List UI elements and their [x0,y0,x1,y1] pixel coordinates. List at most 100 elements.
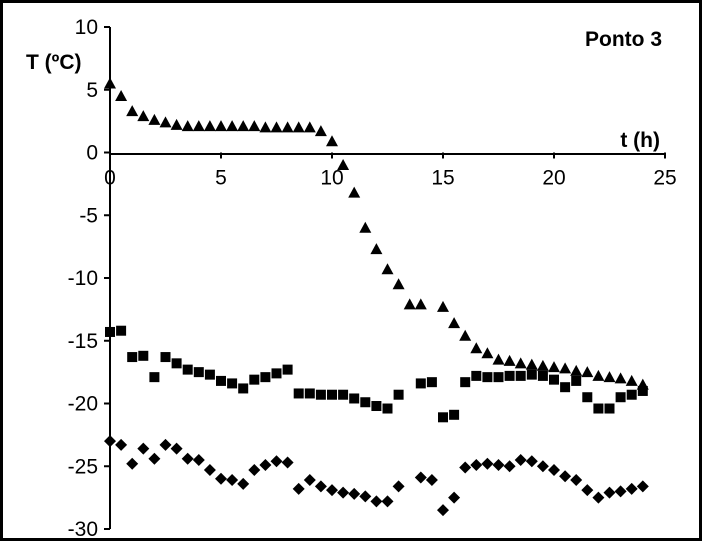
x-axis-label: t (h) [620,129,660,152]
square-point [360,397,371,408]
square-point [471,370,482,381]
triangle-point [359,221,372,233]
diamond-point [248,464,261,477]
triangle-point [215,120,227,132]
diamond-point [226,474,239,487]
square-point [593,403,604,414]
square-point [460,377,471,388]
triangle-point [459,329,472,341]
triangle-point [370,243,383,255]
triangle-point [159,116,172,128]
diamond-point [137,442,150,455]
diamond-point [536,460,549,473]
square-point [604,403,615,414]
triangle-point [625,374,638,386]
diamond-point [525,455,538,468]
y-tick-label: -30 [68,518,98,541]
y-tick-label: 0 [86,142,98,165]
diamond-point [448,491,461,504]
diamond-point [481,457,494,470]
y-tick-label: -15 [68,330,98,353]
square-point [438,412,448,423]
square-point [626,389,637,400]
triangle-point [581,366,594,378]
square-point [160,352,171,363]
square-point [260,372,271,383]
diamond-point [192,453,205,466]
triangle-point [381,263,394,275]
square-point [249,374,260,385]
diamond-point [148,452,161,465]
diamond-point [215,472,227,485]
square-point [204,369,215,380]
square-point [171,358,182,369]
diamond-point [281,456,294,469]
triangle-point [570,364,583,376]
triangle-point [203,120,216,132]
triangle-point [192,120,205,132]
diamond-point [614,485,627,498]
diamond-point [259,458,272,471]
diamond-point [570,474,583,487]
square-point [327,389,337,400]
square-point [271,368,282,379]
triangle-point [514,357,527,369]
triangle-point [348,186,361,198]
triangle-point [281,121,294,133]
square-point [382,403,393,414]
square-point [637,385,648,396]
triangle-point [137,110,150,122]
square-point [105,326,115,337]
triangle-point [226,120,239,132]
triangle-point [148,113,161,125]
triangle-point [303,121,316,133]
triangle-point [104,77,116,89]
y-tick-label: -25 [68,455,98,478]
diamond-point [592,491,605,504]
triangle-point [437,300,449,312]
square-point [338,389,349,400]
triangle-point [126,105,139,117]
diamond-point [170,442,183,455]
diamond-point [548,464,560,477]
triangle-point [470,342,483,354]
diamond-point [359,490,372,503]
diamond-point [203,464,216,477]
triangle-point [559,362,572,374]
square-point [293,388,304,399]
square-point [304,388,315,399]
data-points [104,77,649,517]
diamond-point [559,470,572,483]
square-point [315,389,326,400]
diamond-point [470,458,483,471]
x-tick-label: 0 [104,167,116,190]
diamond-point [425,474,438,487]
x-axis-ticks: 0 5 10 15 20 25 [104,152,677,190]
triangle-point [614,372,627,384]
diamond-point [181,452,194,465]
square-point [549,374,559,385]
diamond-point [159,438,172,451]
triangle-point [481,347,494,359]
x-tick-label: 5 [215,167,227,190]
diamond-point [381,495,394,508]
diamond-point [603,486,616,499]
square-point [182,364,193,375]
square-point [138,350,149,361]
square-point [582,392,593,403]
square-point [515,370,526,381]
square-point [393,389,404,400]
x-tick-label: 10 [320,167,343,190]
square-point [238,383,249,394]
triangle-point [548,361,560,373]
triangle-point [115,90,128,102]
triangle-point [259,121,272,133]
square-point [449,409,460,420]
diamond-point [370,495,383,508]
diamond-point [437,504,449,517]
triangle-point [503,354,516,366]
triangle-point [337,159,350,171]
square-point [504,370,515,381]
diamond-point [514,453,527,466]
